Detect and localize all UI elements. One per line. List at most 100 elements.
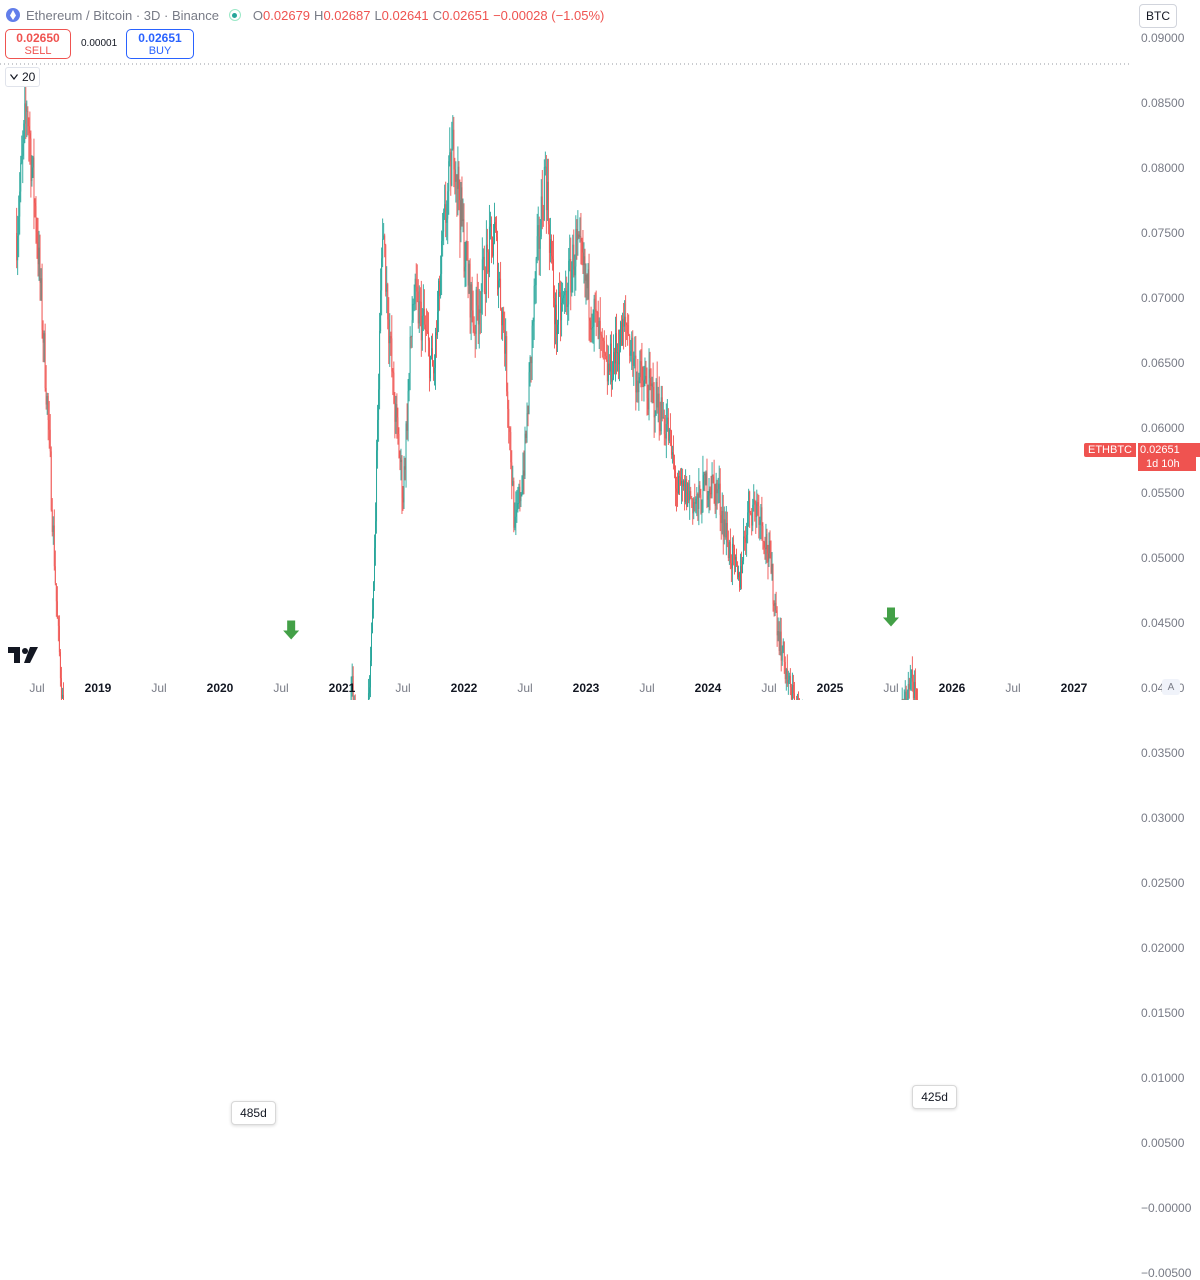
candle-body [596,309,597,311]
candle-body [440,274,441,296]
candle-body [500,279,501,309]
candle-body [535,285,536,286]
open-label: O [253,8,263,23]
candle-body [698,485,699,509]
candle-body [639,361,640,377]
change-value: −0.00028 (−1.05%) [493,8,604,23]
time-tick-label: 2026 [939,681,966,695]
candle-body [490,224,491,227]
candle-body [509,428,510,432]
candle-body [539,225,540,249]
price-tick-label: 0.06500 [1141,356,1184,370]
candle-body [721,515,722,523]
candle-body [626,323,627,325]
candle-body [589,269,590,318]
candle-body [531,357,532,363]
candle-body [905,692,906,700]
candle-body [613,352,614,378]
candle-body [593,327,594,328]
indicator-toggle[interactable]: 20 [5,67,40,87]
candle-body [61,678,62,698]
candle-body [17,236,18,260]
time-tick-label: 2021 [329,681,356,695]
candle-body [661,397,662,431]
candle-body [594,299,595,327]
candle-body [379,331,380,390]
reference-lines [0,64,1132,700]
symbol-title[interactable]: Ethereum / Bitcoin · 3D · Binance [26,8,219,23]
candle-body [635,356,636,393]
tradingview-logo-icon[interactable] [8,647,38,668]
time-tick-label: 2022 [451,681,478,695]
candle-body [631,338,632,351]
candle-body [41,278,42,283]
market-status-icon[interactable] [229,9,241,21]
candle-body [453,130,454,170]
candle-body [742,561,743,573]
candle-body [793,685,794,693]
candle-body [548,182,549,225]
candle-body [766,534,767,549]
candle-body [447,191,448,218]
candle-body [754,500,755,504]
candle-body [702,475,703,512]
candle-body [553,259,554,298]
candle-body [648,398,649,409]
candle-body [749,492,750,514]
candle-body [378,389,379,419]
candle-body [496,228,497,237]
candle-body [470,264,471,318]
candle-body [428,332,429,340]
candle-body [712,475,713,494]
sell-button[interactable]: 0.02650 SELL [5,29,71,59]
candle-body [752,505,753,526]
candle-body [597,312,598,313]
candle-body [677,492,678,493]
candle-body [546,167,547,210]
currency-selector[interactable]: BTC [1139,4,1177,28]
candle-body [761,507,762,526]
candle-body [48,396,49,420]
candle-body [388,319,389,343]
candle-body [499,279,500,281]
candle-body [728,542,729,558]
candle-body [395,404,396,422]
candle-body [523,470,524,490]
candle-body [767,534,768,553]
candle-body [711,493,712,494]
candle-body [574,267,575,276]
candle-body [736,557,737,565]
candle-body [581,241,582,252]
candle-body [498,281,499,290]
candle-body [744,537,745,538]
candle-body [31,167,32,181]
candle-body [23,124,24,145]
candle-body [542,197,543,219]
time-tick-label: Jul [1005,681,1020,695]
candle-body [774,604,775,606]
candle-body [672,452,673,455]
candle-body [579,236,580,237]
candle-body [616,333,617,353]
buy-button[interactable]: 0.02651 BUY [126,29,194,59]
auto-scale-button[interactable]: A [1162,679,1180,695]
candle-body [57,601,58,618]
price-chart[interactable] [0,0,1200,700]
candle-body [422,316,423,340]
candle-body [480,309,481,313]
candle-body [646,376,647,383]
candle-body [757,502,758,506]
candle-body [651,378,652,386]
candle-body [475,332,476,334]
candle-body [709,489,710,495]
candle-body [755,504,756,517]
candle-body [518,487,519,503]
candle-body [909,684,910,689]
candle-body [473,310,474,326]
candle-body [571,270,572,293]
candle-body [763,542,764,548]
candle-body [776,603,777,611]
candle-body [573,245,574,276]
candle-body [457,167,458,189]
candle-body [404,466,405,502]
